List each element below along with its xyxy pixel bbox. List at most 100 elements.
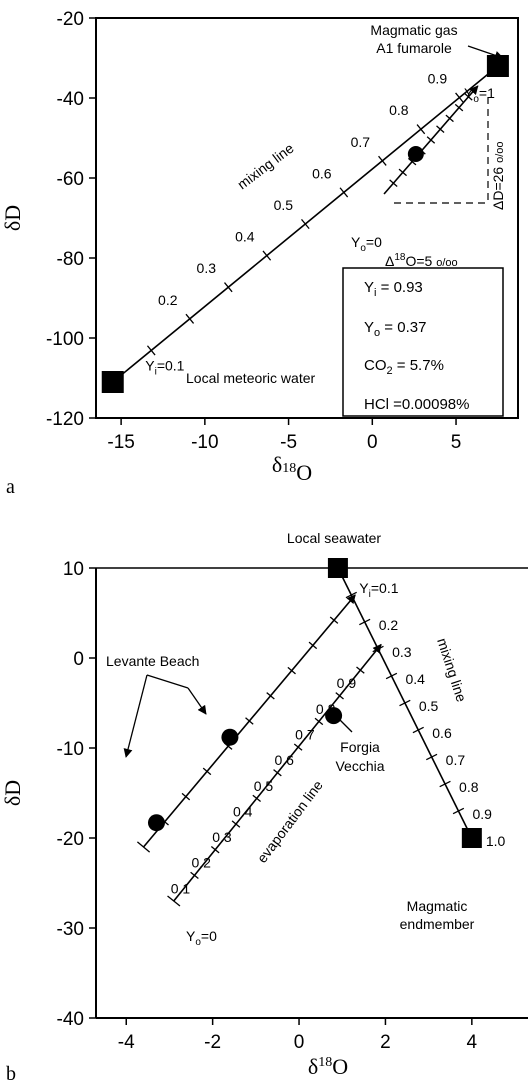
levante-beach-point — [221, 728, 239, 746]
magmatic-gas-arrow — [467, 45, 504, 60]
panel-a-x-tick-label: 5 — [451, 432, 462, 453]
forgia-label-1: Forgia — [340, 739, 380, 755]
panel-a-y-tick-label: -40 — [57, 89, 84, 110]
panel-b-y-axis: -40 -30 -20 -10 0 10 — [57, 559, 96, 1030]
panel-a-y-axis-label: δD — [0, 205, 25, 231]
mixing-line-tick-label: 0.6 — [312, 165, 332, 181]
panel-b-y-tick-label: 0 — [73, 649, 84, 670]
mixing-line-tick — [223, 282, 233, 293]
magmatic-gas-label: Magmatic gas — [370, 22, 457, 38]
panel-b-x-tick-label: 4 — [467, 1032, 478, 1053]
evaporation-line-cap — [167, 895, 181, 907]
mixing-line-tick-label: 0.8 — [389, 102, 409, 118]
yo0-label-b: Yo=0 — [186, 928, 217, 948]
forgia-label-2: Vecchia — [335, 758, 384, 774]
yo0-label-a: Yo=0 — [351, 234, 382, 254]
panel-b-mixing-line-tick — [452, 807, 465, 815]
levante-arrow-2-line — [146, 674, 189, 689]
evaporation-line-tick — [308, 641, 318, 650]
panel-a-y-axis: -120 -100 -80 -60 -40 -20 — [46, 9, 96, 430]
panel-b-mixing-line-tick-label: 0.5 — [419, 698, 439, 714]
panel-b-marks: Yi=0.10.20.30.40.50.60.70.80.91.00.10.20… — [136, 558, 506, 907]
panel-a-x-axis-label: δ18O — [272, 452, 312, 485]
evaporation-line-tick — [231, 820, 241, 828]
panel-b-mixing-line-tick-label: 0.3 — [392, 644, 412, 660]
mixing-line-tick-label: 0.2 — [158, 292, 178, 308]
evaporation-line-tick-label: 0.4 — [233, 803, 253, 819]
evaporation-line-tick — [335, 692, 344, 700]
panel-b-x-tick-label: -4 — [118, 1032, 135, 1053]
degassing-line-tick — [436, 125, 445, 133]
panel-a-x-tick-label: -15 — [107, 432, 134, 453]
mixing-line-tick-label: 0.3 — [197, 260, 217, 276]
mixing-line-tick — [455, 92, 464, 103]
panel-a-frame — [95, 17, 519, 419]
degassing-line-tick — [454, 103, 464, 112]
mixing-line-tick — [262, 250, 272, 261]
mixing-line-tick-label: Yi=0.1 — [145, 357, 184, 377]
evaporation-line-tick — [202, 767, 212, 776]
panel-b-mixing-line-tick — [439, 780, 451, 788]
panel-b-y-tick-label: -10 — [57, 739, 84, 760]
evaporation-line-tick — [356, 666, 365, 674]
evaporation-line-tick-label: 0.2 — [191, 855, 211, 871]
levante-beach-point — [147, 814, 165, 832]
evaporation-line-tick — [314, 717, 324, 726]
forgia-vecchia-point — [325, 707, 343, 725]
evaporation-line-tick — [293, 743, 303, 751]
mixing-line-tick — [301, 218, 310, 230]
sample-point — [407, 146, 424, 162]
panel-a-y-tick-label: -80 — [57, 249, 84, 270]
panel-b-y-tick-label: 10 — [63, 559, 84, 580]
magmatic-endmember-label-1: Magmatic — [407, 898, 468, 914]
summary-yi: Yi = 0.93 — [364, 279, 423, 299]
panel-a-y-tick-label: -100 — [46, 329, 84, 350]
evaporation-line-tick — [273, 769, 282, 777]
mixing-line-tick — [378, 155, 387, 166]
seawater-marker — [327, 558, 348, 578]
evaporation-line-tick-label: 0.9 — [337, 675, 357, 691]
panel-b-x-tick-label: -2 — [204, 1032, 221, 1053]
panel-b-mixing-line-tick-label: Yi=0.1 — [359, 580, 398, 600]
evaporation-line-tick — [266, 692, 275, 700]
delta-d-label: ΔD=26 o/oo — [490, 141, 506, 210]
evaporation-line-tick-label: 0.5 — [254, 778, 274, 794]
magmatic-endmember-label-2: endmember — [400, 916, 475, 932]
panel-b-mixing-line-tick — [359, 618, 371, 626]
evaporation-line-tick — [252, 794, 262, 803]
panel-b-y-axis-label: δD — [0, 780, 25, 806]
panel-b-label: b — [6, 1063, 16, 1085]
panel-a-x-axis: -15 -10 -5 0 5 — [107, 418, 461, 453]
panel-b-x-tick-label: 2 — [380, 1032, 391, 1053]
summary-co2: CO2 = 5.7% — [364, 357, 444, 377]
panel-a-x-tick-label: -5 — [280, 432, 297, 453]
degassing-line-tick — [389, 179, 398, 187]
degassing-line-tick — [426, 136, 436, 144]
panel-b-mixing-line-tick — [426, 753, 438, 761]
panel-a-mixing-line-label: mixing line — [234, 140, 297, 193]
mixing-line-tick-label: 0.4 — [235, 229, 255, 245]
degassing-line-tick — [407, 157, 417, 166]
evaporation-line-tick — [210, 846, 220, 854]
evaporation-line-tick-label: 0.3 — [212, 829, 232, 845]
panel-b-mixing-line-tick — [412, 726, 424, 734]
magmatic-gas-marker — [486, 55, 509, 77]
panel-b-x-axis-label: δ18O — [308, 1054, 348, 1079]
mixing-line-tick — [185, 313, 195, 324]
summary-yo: Yo = 0.37 — [364, 319, 426, 339]
a1-fumarole-label: A1 fumarole — [376, 40, 452, 56]
evaporation-line-tick — [287, 666, 296, 675]
panel-b-mixing-line-tick-label: 1.0 — [486, 833, 506, 849]
mixing-line-tick-label: 0.9 — [428, 71, 448, 87]
panel-a-label: a — [6, 476, 15, 498]
summary-hcl: HCl =0.00098% — [364, 396, 469, 413]
panel-a: -15 -10 -5 0 5 -120-100-80-60-40-20 δ18O δD … — [0, 9, 519, 498]
panel-b-y-tick-label: -30 — [57, 919, 84, 940]
degassing-line-tick — [445, 114, 454, 123]
yo1-label-a: Yo=1 — [464, 85, 495, 105]
panel-a-x-tick-label: -10 — [191, 432, 218, 453]
magmatic-endmember-marker — [461, 828, 482, 848]
evaporation-line-tick-label: 0.1 — [171, 880, 191, 896]
mixing-line-tick — [146, 345, 156, 356]
